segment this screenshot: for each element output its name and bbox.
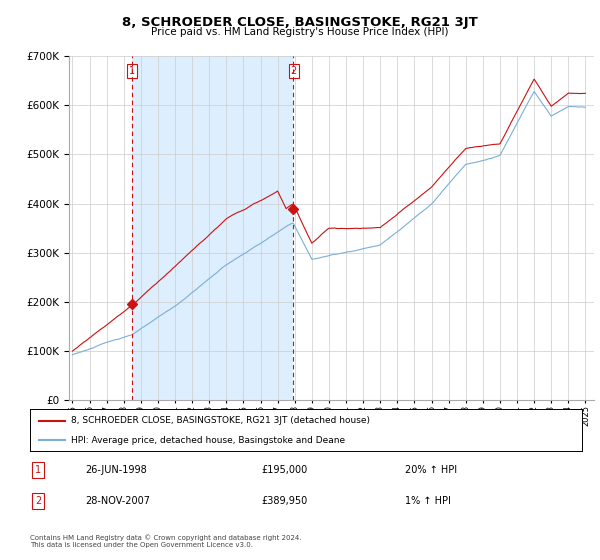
Text: HPI: Average price, detached house, Basingstoke and Deane: HPI: Average price, detached house, Basi… [71, 436, 346, 445]
Text: £195,000: £195,000 [262, 465, 308, 475]
Text: £389,950: £389,950 [262, 496, 308, 506]
Text: 20% ↑ HPI: 20% ↑ HPI [406, 465, 457, 475]
Text: 1: 1 [130, 66, 136, 76]
Text: 8, SCHROEDER CLOSE, BASINGSTOKE, RG21 3JT (detached house): 8, SCHROEDER CLOSE, BASINGSTOKE, RG21 3J… [71, 416, 370, 425]
Bar [132, 56, 293, 400]
Text: Price paid vs. HM Land Registry's House Price Index (HPI): Price paid vs. HM Land Registry's House … [151, 27, 449, 37]
Text: 28-NOV-2007: 28-NOV-2007 [85, 496, 150, 506]
Text: 2: 2 [290, 66, 297, 76]
Text: 1: 1 [35, 465, 41, 475]
Text: 1% ↑ HPI: 1% ↑ HPI [406, 496, 451, 506]
Text: 2: 2 [35, 496, 41, 506]
Text: 8, SCHROEDER CLOSE, BASINGSTOKE, RG21 3JT: 8, SCHROEDER CLOSE, BASINGSTOKE, RG21 3J… [122, 16, 478, 29]
Text: 26-JUN-1998: 26-JUN-1998 [85, 465, 147, 475]
Text: Contains HM Land Registry data © Crown copyright and database right 2024.
This d: Contains HM Land Registry data © Crown c… [30, 535, 302, 548]
